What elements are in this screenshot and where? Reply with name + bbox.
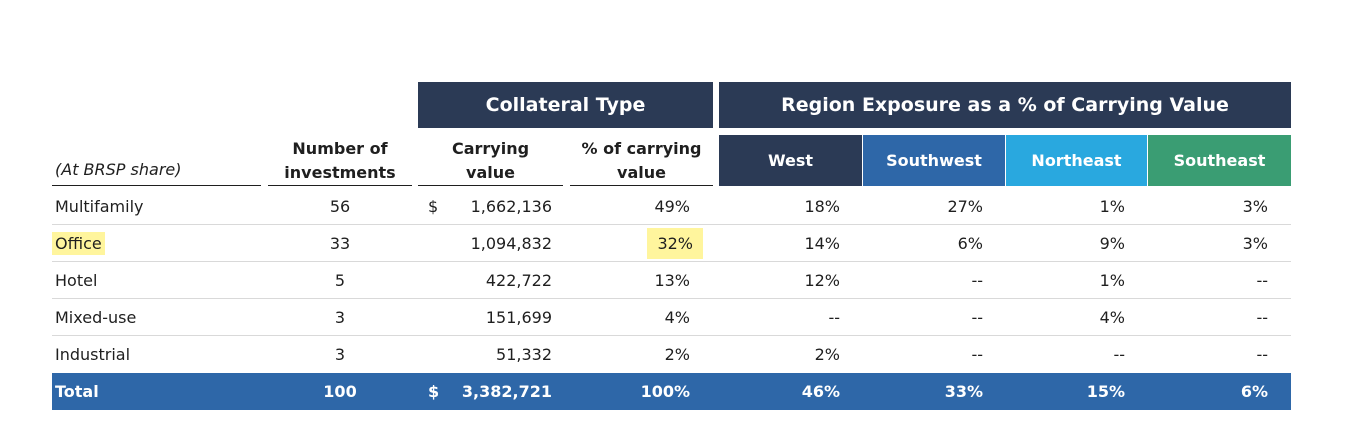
highlighted-pct: 32% [647, 228, 703, 259]
num-investments-line2: investments [284, 163, 396, 182]
collateral-type-title: Collateral Type [485, 94, 646, 116]
row-southwest: -- [971, 308, 983, 327]
total-value: 3,382,721 [461, 382, 552, 401]
row-value: 51,332 [496, 345, 552, 364]
total-row: Total 100 $ 3,382,721 100% 46% 33% 15% 6… [52, 373, 1291, 410]
table-row: Industrial 3 51,332 2% 2% -- -- -- [0, 336, 1348, 373]
total-type: Total [55, 382, 99, 401]
row-value: 1,094,832 [470, 234, 552, 253]
row-pct: 32% [580, 225, 703, 262]
table-row: Mixed-use 3 151,699 4% -- -- 4% -- [0, 299, 1348, 336]
row-value: 1,662,136 [470, 197, 552, 216]
row-southeast: 3% [1242, 197, 1268, 216]
header-rule-count [268, 185, 412, 186]
carrying-value-line1: Carrying [451, 139, 530, 158]
row-type: Office [52, 225, 252, 262]
carrying-value-line2: value [466, 163, 515, 182]
row-pct: 4% [664, 308, 690, 327]
row-southeast: -- [1256, 345, 1268, 364]
row-southeast: -- [1256, 271, 1268, 290]
row-type: Industrial [55, 345, 131, 364]
total-pct: 100% [640, 382, 690, 401]
total-southwest: 33% [944, 382, 983, 401]
collateral-type-header: Collateral Type [418, 82, 713, 128]
region-west-label: West [767, 151, 814, 170]
row-pct: 13% [654, 271, 690, 290]
region-southwest-label: Southwest [886, 151, 982, 170]
row-type: Hotel [55, 271, 98, 290]
table-row: Hotel 5 422,722 13% 12% -- 1% -- [0, 262, 1348, 299]
region-exposure-title: Region Exposure as a % of Carrying Value [781, 94, 1229, 116]
table-row: Office 33 1,094,832 32% 14% 6% 9% 3% [0, 225, 1348, 262]
region-header-west: West [719, 135, 862, 186]
row-southeast: -- [1256, 308, 1268, 327]
row-divider [52, 224, 1291, 225]
total-dollar: $ [428, 382, 440, 401]
row-count: 3 [334, 308, 346, 327]
share-note: (At BRSP share) [55, 160, 275, 186]
pct-carrying-line2: value [617, 163, 666, 182]
row-west: -- [828, 308, 840, 327]
row-dollar: $ [428, 197, 439, 216]
region-header-southeast: Southeast [1148, 135, 1291, 186]
row-type: Multifamily [55, 197, 144, 216]
total-southeast: 6% [1240, 382, 1268, 401]
row-southeast: 3% [1242, 234, 1268, 253]
row-southwest: 6% [957, 234, 983, 253]
row-divider [52, 298, 1291, 299]
row-west: 12% [804, 271, 840, 290]
table-row: Multifamily 56 $ 1,662,136 49% 18% 27% 1… [0, 188, 1348, 225]
row-west: 2% [814, 345, 840, 364]
total-count: 100 [323, 382, 357, 401]
header-rule-type [52, 185, 261, 186]
row-pct: 2% [664, 345, 690, 364]
row-count: 3 [334, 345, 346, 364]
row-count: 5 [334, 271, 346, 290]
row-west: 14% [804, 234, 840, 253]
row-count: 56 [329, 197, 351, 216]
row-northeast: 1% [1099, 197, 1125, 216]
row-southwest: -- [971, 345, 983, 364]
total-northeast: 15% [1086, 382, 1125, 401]
row-northeast: -- [1113, 345, 1125, 364]
region-header-southwest: Southwest [863, 135, 1005, 186]
row-west: 18% [804, 197, 840, 216]
carrying-value-header: Carrying value [418, 136, 563, 186]
header-rule-value [418, 185, 563, 186]
highlighted-type: Office [52, 232, 105, 255]
num-investments-line1: Number of [292, 139, 388, 158]
pct-carrying-header: % of carrying value [570, 136, 713, 186]
num-investments-header: Number of investments [268, 136, 412, 186]
row-northeast: 4% [1099, 308, 1125, 327]
pct-carrying-line1: % of carrying [581, 139, 702, 158]
row-divider [52, 261, 1291, 262]
header-rule-pct [570, 185, 713, 186]
row-northeast: 9% [1099, 234, 1125, 253]
row-northeast: 1% [1099, 271, 1125, 290]
row-count: 33 [329, 234, 351, 253]
region-exposure-header: Region Exposure as a % of Carrying Value [719, 82, 1291, 128]
row-value: 422,722 [485, 271, 552, 290]
share-note-text: (At BRSP share) [55, 160, 182, 179]
row-southwest: 27% [947, 197, 983, 216]
row-pct: 49% [654, 197, 690, 216]
region-northeast-label: Northeast [1031, 151, 1122, 170]
row-type: Mixed-use [55, 308, 137, 327]
row-southwest: -- [971, 271, 983, 290]
total-west: 46% [801, 382, 840, 401]
row-divider [52, 335, 1291, 336]
region-southeast-label: Southeast [1173, 151, 1266, 170]
row-value: 151,699 [485, 308, 552, 327]
region-header-northeast: Northeast [1006, 135, 1147, 186]
